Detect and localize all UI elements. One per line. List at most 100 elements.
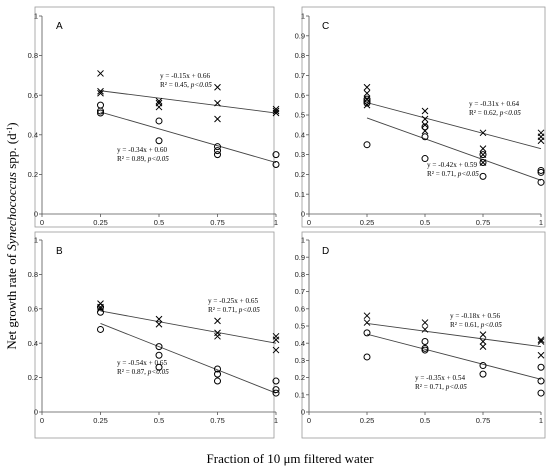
panels-group: 00.20.40.60.810 0.25 0.5 0.75 1Ay = -0.15x +… (28, 6, 546, 439)
y-tick-label: 0.4 (295, 339, 305, 348)
p-value: p<0.05 (480, 321, 502, 329)
r2-label: R² = 0.87, p<0.05 (117, 368, 169, 376)
cross-stroke (479, 343, 487, 350)
fit-line-cross (100, 310, 277, 344)
x-tick-label: 0.25 (360, 416, 375, 425)
y-tick-label: 0.6 (295, 91, 305, 100)
fit-line-circle (100, 111, 277, 163)
data-point-circle (214, 365, 221, 373)
y-tick-label: 0.5 (295, 322, 305, 331)
data-point-circle (272, 386, 280, 394)
x-tick-label: 0.25 (360, 218, 375, 227)
y-tick-label: 0.7 (295, 71, 305, 80)
data-point-circle (214, 151, 221, 159)
data-point-cross (363, 83, 371, 91)
cross-stroke (214, 115, 221, 123)
data-point-circle (97, 109, 104, 117)
data-point-circle (363, 97, 371, 105)
data-point-cross (155, 315, 163, 323)
x-tick-label: 0.75 (476, 218, 491, 227)
data-point-cross (421, 121, 429, 129)
y-tick-label: 0 (34, 210, 38, 219)
data-point-circle (363, 95, 371, 103)
equation-label: y = -0.42x + 0.59 (427, 161, 477, 169)
data-point-circle (479, 151, 487, 159)
fit-line-cross (366, 322, 542, 348)
y-tick-label: 1 (301, 236, 305, 245)
data-point-cross (421, 115, 429, 123)
y-tick-label: 0.2 (28, 170, 38, 179)
p-value: p<0.05 (147, 155, 169, 163)
y-tick-label: 0.3 (295, 356, 305, 365)
panel-b: 0 0.2 0.4 0.6 0.8 1 0 0.25 0.5 0.75 1 By = -0.25x +… (28, 231, 280, 439)
x-tick-label: 0 (307, 416, 311, 425)
panel-c: 0 0.1 0.2 0.3 0.4 0.5 0.6 0.7 0.8 0.9 1 0 0.25 0.5 0.7… (295, 6, 546, 228)
data-point-cross (214, 317, 221, 325)
cross-stroke (363, 312, 371, 320)
cross-stroke (479, 145, 487, 153)
data-point-circle (421, 155, 429, 163)
cross-stroke (421, 326, 429, 333)
data-point-circle (272, 161, 280, 168)
data-point-circle (537, 168, 545, 176)
data-point-cross (363, 89, 371, 97)
data-point-circle (479, 172, 487, 180)
y-tick-label: 0.8 (28, 270, 38, 279)
x-tick-label: 1 (274, 218, 278, 227)
y-tick-label: 0.8 (295, 270, 305, 279)
data-point-cross (421, 326, 429, 333)
data-point-cross (479, 331, 487, 338)
r2-value: R² = 0.61, (450, 321, 481, 329)
y-tick-label: 0.6 (28, 304, 38, 313)
p-value: p<0.05 (499, 109, 521, 117)
y-tick-label: 0.1 (295, 190, 305, 199)
cross-stroke (421, 121, 429, 129)
panel-label-b: B (56, 246, 63, 257)
y-tick-label: 0.8 (28, 51, 38, 60)
data-point-cross (155, 320, 163, 328)
data-point-cross (421, 319, 429, 326)
x-tick-label: 0 (40, 218, 44, 227)
panel-frame (301, 6, 546, 228)
y-tick-label: 0.1 (295, 390, 305, 399)
y-tick-label: 0 (34, 408, 38, 417)
cross-stroke (272, 107, 280, 115)
data-point-cross (537, 351, 545, 359)
cross-stroke (363, 83, 371, 91)
x-tick-label: 1 (274, 416, 278, 425)
x-tick-label: 0.5 (154, 416, 164, 425)
cross-stroke (363, 89, 371, 97)
data-point-circle (155, 343, 163, 351)
cross-stroke (421, 115, 429, 123)
y-tick-label: 0.4 (295, 130, 305, 139)
panel-frame (34, 6, 275, 228)
data-point-cross (155, 97, 163, 105)
data-point-cross (97, 70, 104, 77)
equation-label: y = -0.15x + 0.66 (160, 72, 210, 80)
y-tick-label: 0 (301, 210, 305, 219)
cross-stroke (155, 103, 163, 111)
r2-value: R² = 0.71, (415, 383, 446, 391)
r2-label: R² = 0.45, p<0.05 (160, 81, 212, 89)
data-point-cross (479, 343, 487, 350)
data-point-cross (537, 338, 545, 345)
r2-label: R² = 0.71, p<0.05 (208, 306, 260, 314)
r2-label: R² = 0.89, p<0.05 (117, 155, 169, 163)
cross-stroke (479, 331, 487, 338)
data-point-circle (155, 117, 163, 125)
data-point-cross (155, 103, 163, 111)
panel-d: 0 0.1 0.2 0.3 0.4 0.5 0.6 0.7 0.8 0.9 1 0 0.25 0.5 0.7… (295, 231, 546, 439)
data-point-circle (537, 178, 545, 186)
data-point-circle (479, 362, 487, 370)
cross-stroke (155, 320, 163, 328)
data-point-circle (155, 363, 163, 371)
data-point-circle (421, 346, 429, 354)
p-value: p<0.05 (190, 81, 212, 89)
data-point-circle (537, 377, 545, 385)
data-point-circle (421, 133, 429, 141)
data-point-circle (537, 389, 545, 397)
